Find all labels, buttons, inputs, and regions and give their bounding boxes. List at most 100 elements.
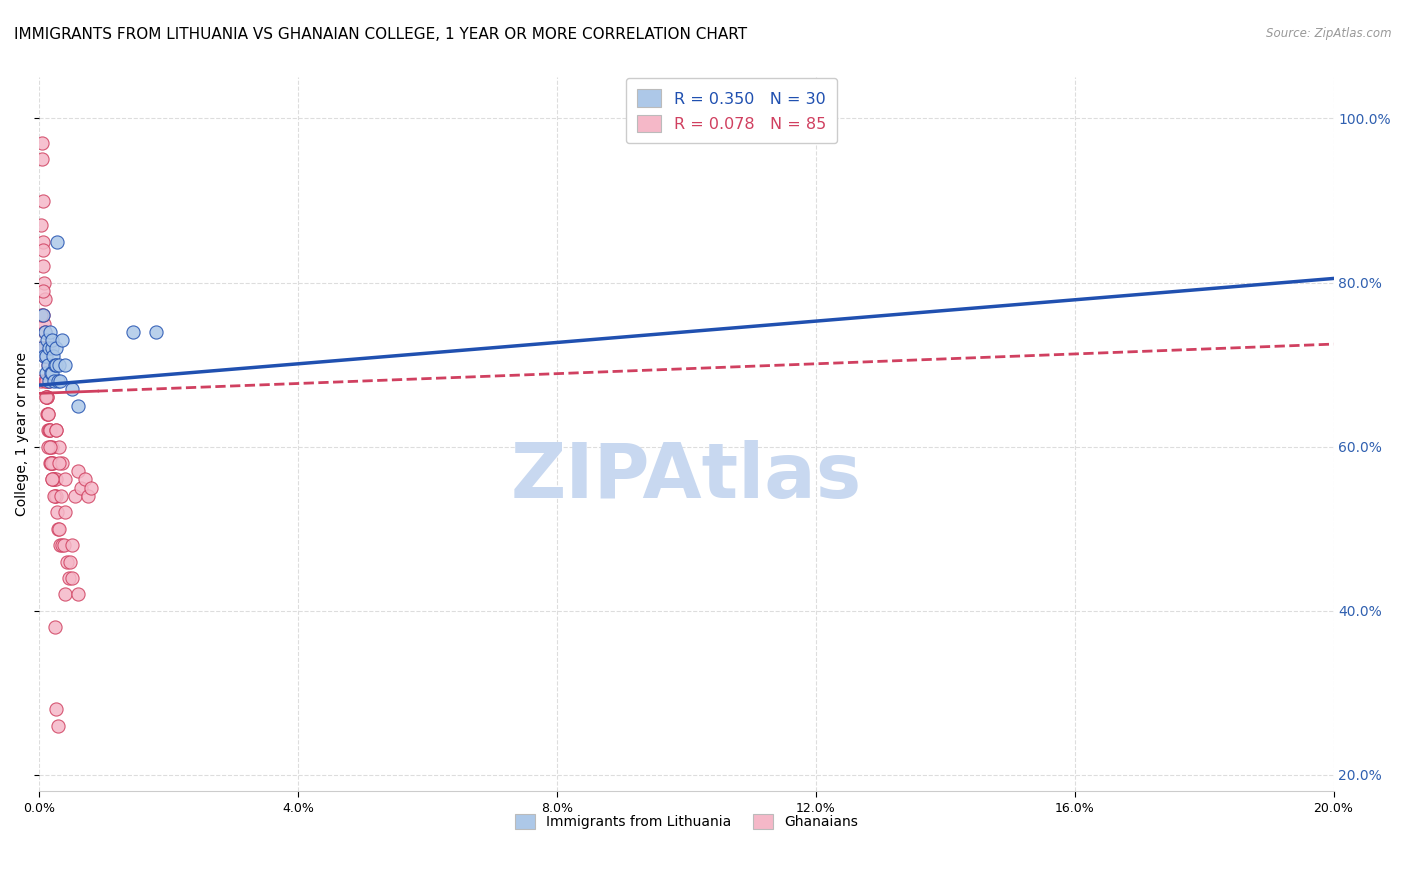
Point [59, 555, 82, 569]
Point [42, 350, 65, 364]
Point [58, 571, 80, 585]
Point [32, 350, 55, 364]
Point [45, 235, 67, 249]
Point [63, 489, 86, 503]
Point [48, 456, 70, 470]
Point [45, 358, 67, 372]
Point [145, 325, 167, 339]
Point [30, 309, 52, 323]
Point [34, 325, 56, 339]
Point [37, 358, 59, 372]
Point [67, 464, 90, 478]
Point [38, 374, 60, 388]
Point [67, 587, 90, 601]
Point [51, 333, 73, 347]
Text: ZIPAtlas: ZIPAtlas [510, 440, 862, 514]
Point [34, 350, 56, 364]
Point [35, 350, 58, 364]
Point [49, 538, 72, 552]
Point [46, 374, 69, 388]
Point [35, 391, 58, 405]
Point [32, 276, 55, 290]
Point [53, 473, 76, 487]
Point [35, 391, 58, 405]
Point [46, 522, 69, 536]
Point [60, 538, 83, 552]
Point [45, 423, 67, 437]
Point [55, 555, 77, 569]
Point [37, 391, 59, 405]
Point [38, 341, 60, 355]
Point [30, 218, 52, 232]
Point [31, 153, 53, 167]
Point [44, 489, 66, 503]
Point [60, 571, 83, 585]
Point [38, 423, 60, 437]
Point [31, 284, 53, 298]
Point [34, 325, 56, 339]
Point [53, 358, 76, 372]
Point [77, 489, 100, 503]
Point [48, 522, 70, 536]
Point [32, 243, 55, 257]
Text: Source: ZipAtlas.com: Source: ZipAtlas.com [1267, 27, 1392, 40]
Point [30, 341, 52, 355]
Point [42, 473, 65, 487]
Point [48, 440, 70, 454]
Point [37, 341, 59, 355]
Point [80, 481, 103, 495]
Point [41, 473, 63, 487]
Point [42, 374, 65, 388]
Point [45, 341, 67, 355]
Point [41, 333, 63, 347]
Point [38, 456, 60, 470]
Point [31, 309, 53, 323]
Point [35, 407, 58, 421]
Point [53, 505, 76, 519]
Point [70, 481, 93, 495]
Point [41, 366, 63, 380]
Point [49, 374, 72, 388]
Point [53, 587, 76, 601]
Point [31, 194, 53, 208]
Point [37, 407, 59, 421]
Point [39, 440, 62, 454]
Point [32, 317, 55, 331]
Point [39, 456, 62, 470]
Point [45, 489, 67, 503]
Point [46, 718, 69, 732]
Point [38, 374, 60, 388]
Point [39, 423, 62, 437]
Point [51, 489, 73, 503]
Point [39, 325, 62, 339]
Point [45, 702, 67, 716]
Point [34, 341, 56, 355]
Point [53, 538, 76, 552]
Point [44, 620, 66, 634]
Point [37, 423, 59, 437]
Point [35, 341, 58, 355]
Point [45, 473, 67, 487]
Point [45, 423, 67, 437]
Point [51, 456, 73, 470]
Point [37, 333, 59, 347]
Point [42, 456, 65, 470]
Text: IMMIGRANTS FROM LITHUANIA VS GHANAIAN COLLEGE, 1 YEAR OR MORE CORRELATION CHART: IMMIGRANTS FROM LITHUANIA VS GHANAIAN CO… [14, 27, 747, 42]
Point [37, 440, 59, 454]
Point [51, 538, 73, 552]
Point [34, 374, 56, 388]
Point [122, 325, 145, 339]
Point [31, 235, 53, 249]
Point [32, 309, 55, 323]
Point [38, 440, 60, 454]
Point [41, 440, 63, 454]
Point [37, 391, 59, 405]
Point [67, 399, 90, 413]
Point [32, 341, 55, 355]
Point [45, 505, 67, 519]
Point [31, 136, 53, 150]
Point [30, 374, 52, 388]
Y-axis label: College, 1 year or more: College, 1 year or more [15, 352, 30, 516]
Point [39, 456, 62, 470]
Point [35, 341, 58, 355]
